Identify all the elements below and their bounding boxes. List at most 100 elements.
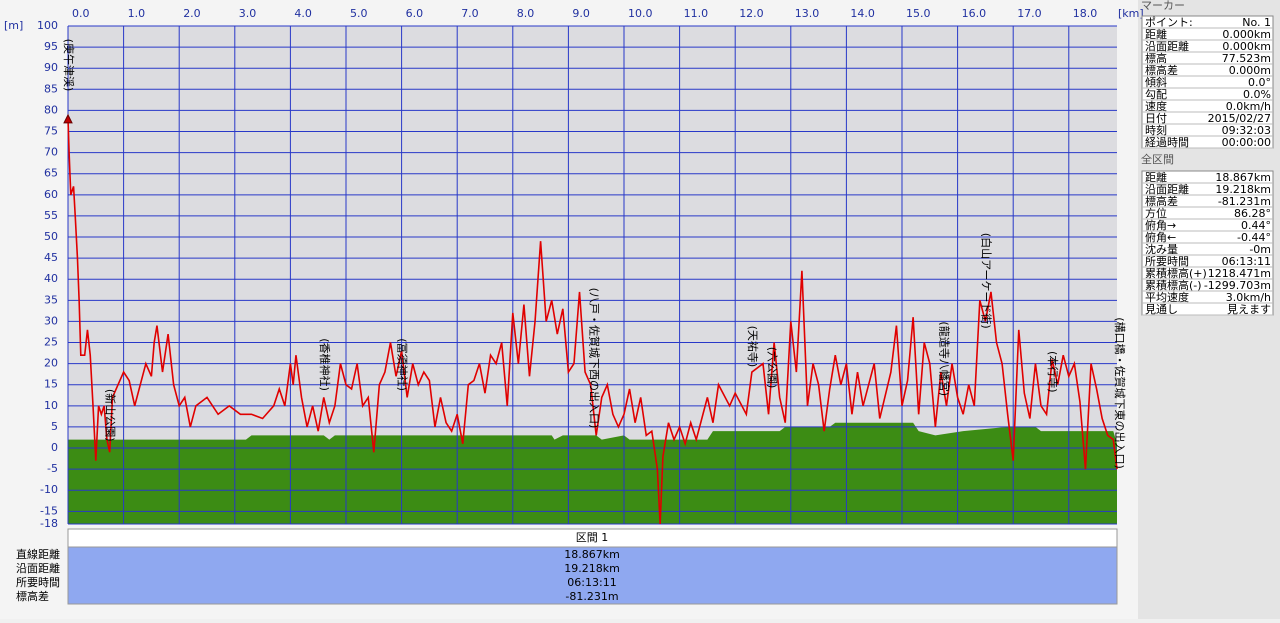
panel-table bbox=[1141, 15, 1274, 149]
waypoint-label: (構口橋・佐賀城下東の出入口) bbox=[1113, 317, 1127, 469]
x-tick-label: 16.0 bbox=[962, 7, 987, 20]
x-tick-label: 3.0 bbox=[239, 7, 257, 20]
y-tick-label: 70 bbox=[44, 146, 58, 159]
panel-value: 00:00:00 bbox=[1222, 136, 1271, 149]
section-title: 区間 1 bbox=[576, 531, 609, 544]
x-tick-label: 5.0 bbox=[350, 7, 368, 20]
panel-label: 沈み量 bbox=[1145, 242, 1178, 256]
panel-value: 0.000km bbox=[1222, 28, 1271, 41]
panel-value: 1218.471m bbox=[1208, 267, 1271, 280]
panel-label: 沿面距離 bbox=[1145, 182, 1189, 196]
y-tick-label: 100 bbox=[37, 19, 58, 32]
y-tick-label: -18 bbox=[40, 517, 58, 530]
section-value: -81.231m bbox=[565, 590, 618, 603]
x-tick-label: 10.0 bbox=[628, 7, 653, 20]
panel-label: 累積標高(-) bbox=[1145, 278, 1202, 292]
x-tick-label: 12.0 bbox=[739, 7, 764, 20]
y-tick-label: 0 bbox=[51, 441, 58, 454]
panel-value: 18.867km bbox=[1215, 171, 1271, 184]
panel-value: 0.000km bbox=[1222, 40, 1271, 53]
panel-value: -0m bbox=[1249, 243, 1271, 256]
y-tick-label: 65 bbox=[44, 167, 58, 180]
panel-value: 19.218km bbox=[1215, 183, 1271, 196]
panel-value: 77.523m bbox=[1222, 52, 1271, 65]
panel-value: No. 1 bbox=[1242, 16, 1271, 29]
y-tick-label: 25 bbox=[44, 336, 58, 349]
x-tick-label: 11.0 bbox=[684, 7, 709, 20]
panel-value: 06:13:11 bbox=[1222, 255, 1271, 268]
panel-label: 所要時間 bbox=[1145, 255, 1189, 268]
y-unit: [m] bbox=[4, 19, 23, 32]
panel-value: 0.44° bbox=[1241, 219, 1271, 232]
marker-title: マーカー bbox=[1141, 0, 1185, 12]
waypoint-label: (庚午津渓) bbox=[62, 39, 76, 92]
waypoint-label: (冨須神社) bbox=[396, 338, 410, 391]
waypoint-label: (新山公園) bbox=[104, 389, 118, 442]
y-tick-label: 95 bbox=[44, 40, 58, 53]
y-tick-label: 90 bbox=[44, 61, 58, 74]
x-tick-label: 17.0 bbox=[1017, 7, 1042, 20]
panel-label: 標高 bbox=[1145, 51, 1167, 65]
panel-label: 傾斜 bbox=[1145, 75, 1167, 89]
panel-label: 勾配 bbox=[1145, 88, 1167, 101]
section-value: 06:13:11 bbox=[567, 576, 616, 589]
panel-value: 3.0km/h bbox=[1226, 291, 1271, 304]
y-tick-label: 85 bbox=[44, 82, 58, 95]
x-tick-label: 15.0 bbox=[906, 7, 931, 20]
x-tick-label: 4.0 bbox=[294, 7, 312, 20]
panel-label: 距離 bbox=[1145, 27, 1167, 41]
waypoint-label: (天祐寺) bbox=[746, 326, 759, 368]
section-label: 標高差 bbox=[16, 589, 49, 603]
waypoint-label: (龍造寺八幡宮) bbox=[938, 321, 952, 396]
y-tick-label: -10 bbox=[40, 483, 58, 496]
panel-value: 0.0° bbox=[1248, 76, 1271, 89]
total-title: 全区間 bbox=[1141, 152, 1174, 166]
panel-label: 時刻 bbox=[1145, 123, 1167, 137]
section-body bbox=[67, 546, 1118, 605]
y-tick-label: 10 bbox=[44, 399, 58, 412]
waypoint-label: (香椎神社) bbox=[318, 338, 332, 391]
panel-label: ポイント: bbox=[1145, 16, 1193, 29]
section-label: 直線距離 bbox=[16, 547, 60, 561]
x-tick-label: 7.0 bbox=[461, 7, 479, 20]
x-tick-label: 13.0 bbox=[795, 7, 820, 20]
panel-value: 86.28° bbox=[1234, 207, 1271, 220]
y-tick-label: 20 bbox=[44, 357, 58, 370]
waypoint-label: (八戸・佐賀城下西の出入口) bbox=[587, 288, 601, 429]
y-tick-label: 80 bbox=[44, 103, 58, 116]
section-value: 18.867km bbox=[564, 548, 620, 561]
panel-label: 距離 bbox=[1145, 170, 1167, 184]
panel-label: 累積標高(+) bbox=[1145, 266, 1207, 280]
waypoint-label: (本行寺) bbox=[1046, 351, 1060, 393]
panel-label: 標高差 bbox=[1145, 63, 1178, 77]
elevation-line bbox=[67, 118, 1118, 525]
panel-value: 0.0km/h bbox=[1226, 100, 1271, 113]
panel-label: 見通し bbox=[1145, 303, 1178, 316]
panel-label: 標高差 bbox=[1145, 194, 1178, 208]
x-tick-label: 9.0 bbox=[572, 7, 590, 20]
panel-label: 俯角← bbox=[1145, 230, 1176, 244]
y-tick-label: -5 bbox=[47, 462, 58, 475]
y-tick-label: 50 bbox=[44, 230, 58, 243]
x-tick-label: 2.0 bbox=[183, 7, 201, 20]
y-tick-label: 5 bbox=[51, 420, 58, 433]
section-label: 所要時間 bbox=[16, 576, 60, 589]
x-tick-label: 18.0 bbox=[1073, 7, 1098, 20]
y-tick-label: 15 bbox=[44, 378, 58, 391]
panel-value: -0.44° bbox=[1237, 231, 1271, 244]
x-tick-label: 14.0 bbox=[850, 7, 875, 20]
y-tick-label: 45 bbox=[44, 251, 58, 264]
x-tick-label: 0.0 bbox=[72, 7, 90, 20]
panel-label: 日付 bbox=[1145, 112, 1167, 125]
panel-value: 0.000m bbox=[1229, 64, 1271, 77]
panel-value: 2015/02/27 bbox=[1208, 112, 1271, 125]
y-tick-label: 35 bbox=[44, 293, 58, 306]
panel-label: 平均速度 bbox=[1145, 290, 1189, 304]
panel-label: 方位 bbox=[1145, 206, 1167, 220]
x-tick-label: 8.0 bbox=[517, 7, 535, 20]
x-tick-label: 1.0 bbox=[128, 7, 146, 20]
panel-label: 沿面距離 bbox=[1145, 39, 1189, 53]
panel-value: 09:32:03 bbox=[1222, 124, 1271, 137]
waypoint-label: (六公園) bbox=[765, 347, 778, 389]
